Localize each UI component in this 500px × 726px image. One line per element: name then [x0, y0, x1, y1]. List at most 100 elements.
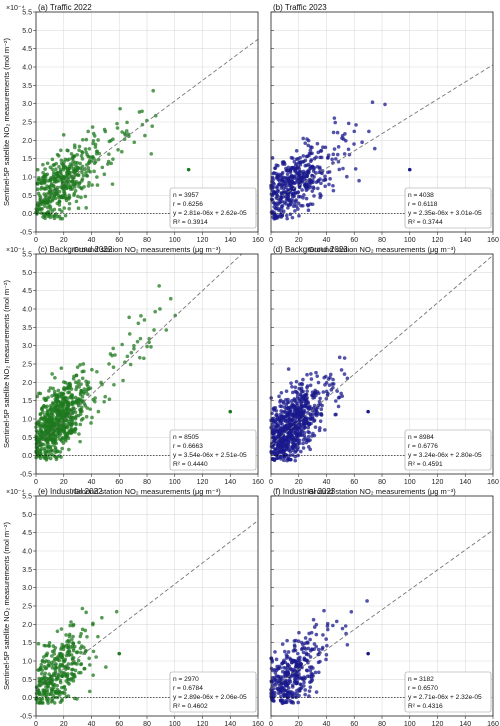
- data-point: [82, 391, 86, 396]
- data-point: [57, 418, 62, 422]
- data-point: [75, 365, 80, 369]
- data-point: [50, 209, 55, 214]
- data-point: [85, 152, 89, 157]
- data-point: [81, 362, 86, 366]
- data-point: [275, 444, 280, 449]
- stats-line: R² = 0.4440: [173, 461, 208, 468]
- data-point: [313, 390, 317, 394]
- x-axis-label: Ground station NO₂ measurements (μg m⁻³): [308, 487, 456, 496]
- data-point: [61, 441, 66, 445]
- data-point: [90, 367, 94, 372]
- data-point: [112, 382, 116, 387]
- data-point: [280, 183, 284, 188]
- data-point: [300, 188, 304, 192]
- data-point: [149, 345, 153, 349]
- data-point: [283, 415, 288, 420]
- data-point: [290, 692, 295, 697]
- data-point: [80, 137, 85, 142]
- data-point: [307, 694, 311, 698]
- data-point: [51, 177, 55, 181]
- stats-line: n = 2970: [173, 676, 199, 683]
- data-point: [48, 404, 53, 408]
- data-point: [299, 382, 304, 386]
- data-point: [35, 203, 40, 208]
- data-point: [48, 456, 53, 461]
- data-point: [68, 162, 73, 166]
- data-point: [314, 370, 318, 375]
- data-point: [282, 658, 286, 663]
- data-point: [298, 665, 303, 669]
- data-point: [77, 181, 82, 186]
- y-tick-label: 0.0: [22, 695, 32, 702]
- data-point: [51, 386, 55, 391]
- data-point: [288, 457, 293, 462]
- data-point: [86, 184, 91, 188]
- data-point: [56, 178, 61, 183]
- data-point: [71, 415, 75, 420]
- data-point: [298, 655, 302, 660]
- data-point: [282, 451, 286, 455]
- x-tick-label: 0: [34, 237, 38, 244]
- data-point: [91, 649, 96, 654]
- data-point: [281, 691, 285, 695]
- data-point: [296, 201, 301, 206]
- data-point: [326, 153, 331, 158]
- data-point: [293, 673, 298, 678]
- data-point: [301, 389, 305, 394]
- data-point: [55, 170, 60, 175]
- y-tick-label: 5.0: [22, 512, 32, 519]
- data-point: [50, 372, 54, 376]
- y-tick-label: 3.0: [22, 343, 32, 350]
- data-point: [78, 422, 83, 427]
- x-tick-label: 140: [459, 721, 471, 726]
- data-point: [299, 422, 304, 427]
- data-point: [61, 392, 65, 397]
- data-point: [288, 212, 293, 217]
- data-point: [145, 344, 149, 349]
- data-point: [50, 394, 54, 398]
- data-point: [273, 683, 278, 687]
- y-axis-label: Sentinel-5P satellite NO₂ measurements (…: [2, 521, 11, 690]
- data-point: [79, 662, 83, 667]
- data-point: [96, 138, 100, 142]
- stats-line: n = 8984: [408, 434, 434, 441]
- panel-e: 0 20 40 60 80 100 120 140 160 -0.5 0.0 0.5 1.0 1.5 2.0…: [2, 487, 264, 726]
- data-point: [275, 450, 280, 455]
- data-point: [290, 384, 294, 389]
- panel-title: (e) Industrial 2022: [38, 487, 103, 496]
- data-point: [302, 397, 307, 402]
- data-point: [78, 363, 82, 367]
- data-point: [60, 697, 64, 702]
- data-point: [292, 639, 297, 643]
- data-point: [47, 641, 52, 645]
- data-point: [284, 389, 289, 393]
- data-point: [292, 659, 297, 663]
- data-point: [288, 698, 292, 703]
- stats-box: [169, 671, 257, 713]
- y-tick-label: 4.5: [22, 288, 32, 295]
- data-point: [297, 425, 302, 430]
- data-point: [297, 166, 301, 171]
- data-point: [102, 172, 107, 177]
- data-point: [277, 394, 281, 399]
- scatter-series: [34, 606, 122, 705]
- data-point: [323, 177, 328, 182]
- data-point: [293, 680, 297, 684]
- x-tick-label: 60: [115, 479, 123, 486]
- data-point: [42, 643, 46, 648]
- data-point: [53, 180, 58, 184]
- data-point: [46, 659, 51, 664]
- data-point: [303, 688, 308, 692]
- x-axis-label: Ground station NO₂ measurements (μg m⁻³): [73, 245, 221, 254]
- data-point: [301, 441, 305, 446]
- data-point: [72, 672, 76, 677]
- data-point: [50, 654, 54, 658]
- x-tick-label: 60: [115, 237, 123, 244]
- data-point: [314, 622, 319, 627]
- data-point: [327, 182, 331, 187]
- data-point: [74, 373, 79, 378]
- data-point: [74, 199, 79, 204]
- data-point: [127, 332, 132, 336]
- data-point: [64, 633, 68, 637]
- data-point: [303, 163, 308, 168]
